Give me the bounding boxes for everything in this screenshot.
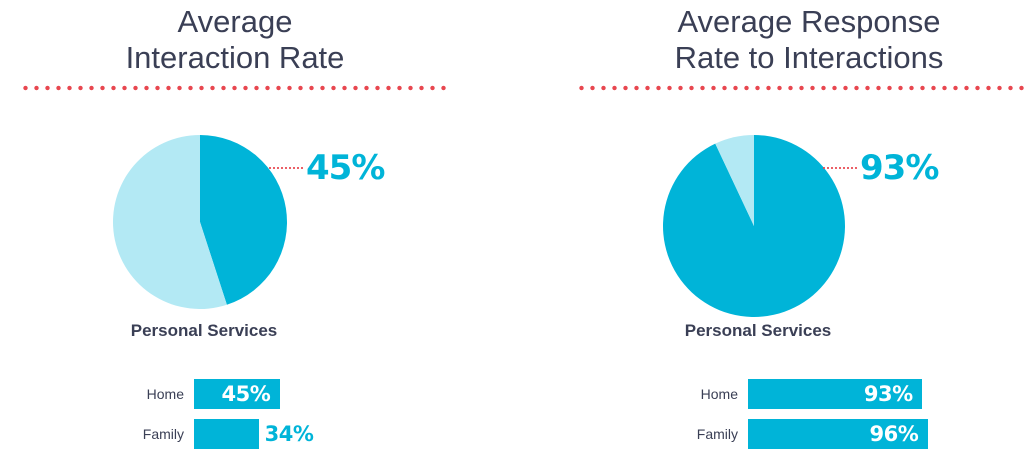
bar-home [194, 379, 280, 409]
chart-subtitle: Personal Services [684, 321, 832, 340]
pie-chart [112, 135, 287, 309]
pie-slice-1 [112, 135, 227, 309]
bar-value-family: 34% [264, 422, 314, 446]
pie-highlight-value: 45% [306, 148, 385, 188]
chart-title-line-2: Interaction Rate [125, 40, 345, 75]
leader-line [268, 167, 304, 169]
pie-slice-0 [200, 135, 287, 305]
chart-title-line-1: Average [177, 4, 293, 39]
bar-value-family: 96% [869, 422, 919, 446]
interaction-rate-panel: Average Interaction Rate 45% Personal Se… [0, 0, 470, 449]
bar-family [194, 419, 259, 449]
pie-slice-1 [715, 135, 754, 226]
bar-home [748, 379, 922, 409]
chart-title: Average Interaction Rate [0, 4, 470, 76]
pie-chart [663, 135, 845, 317]
bar-label-family: Family [696, 426, 738, 442]
response-rate-panel: Average Response Rate to Interactions 93… [554, 0, 1024, 449]
chart-title-line-1: Average Response [677, 4, 941, 39]
chart-subtitle: Personal Services [130, 321, 278, 340]
chart-title-line-2: Rate to Interactions [674, 40, 944, 75]
bar-value-home: 93% [863, 382, 913, 406]
dotted-divider [20, 85, 452, 91]
bar-label-home: Home [700, 386, 738, 402]
bar-label-home: Home [146, 386, 184, 402]
bar-value-home: 45% [221, 382, 271, 406]
chart-title: Average Response Rate to Interactions [574, 4, 1024, 76]
pie-highlight-value: 93% [860, 148, 939, 188]
bar-family [748, 419, 928, 449]
bar-label-family: Family [142, 426, 184, 442]
leader-line [822, 167, 858, 169]
dotted-divider [576, 85, 1024, 91]
